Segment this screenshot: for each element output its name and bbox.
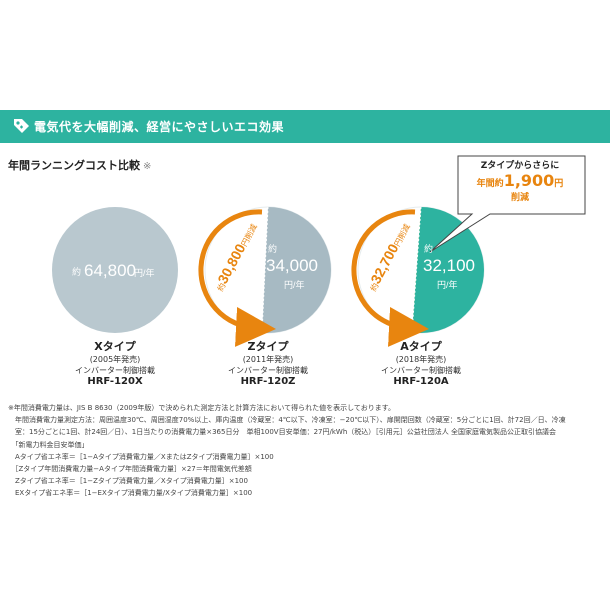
x-release-year: (2005年発売) [89,355,141,364]
note-line: 年間消費電力量測定方法：周囲温度30℃、周囲湿度70%以上、庫内温度（冷蔵室：4… [8,416,566,425]
x-inverter: インバーター制御搭載 [75,366,155,375]
header-banner: 電気代を大幅削減、経営にやさしいエコ効果 [0,110,610,143]
z-caption: Zタイプ (2011年発売) インバーター制御搭載 HRF-120Z [208,338,328,387]
a-release-year: (2018年発売) [395,355,447,364]
a-cost-unit: 円/年 [437,279,458,290]
a-caption: Aタイプ (2018年発売) インバーター制御搭載 HRF-120A [361,338,481,387]
section-title: 年間ランニングコスト比較 ※ [8,159,152,172]
x-cost-unit: 円/年 [134,267,155,278]
a-inverter: インバーター制御搭載 [381,366,461,375]
z-cost-unit: 円/年 [284,279,305,290]
a-cost-prefix: 約 [424,243,433,254]
note-line: ［Zタイプ年間消費電力量−Aタイプ年間消費電力量］×27＝年間電気代差額 [8,465,252,474]
banner-text: 電気代を大幅削減、経営にやさしいエコ効果 [34,120,285,134]
z-inverter: インバーター制御搭載 [228,366,308,375]
a-reduction-arrow [351,209,429,347]
x-caption: Xタイプ (2005年発売) インバーター制御搭載 HRF-120X [55,338,175,387]
z-cost-value: 34,000 [266,256,318,275]
note-line: ※年間消費電力量は、JIS B 8630（2009年版）で決められた測定方法と計… [8,404,395,412]
note-line: EXタイプ省エネ率＝［1−EXタイプ消費電力量/Xタイプ消費電力量］×100 [8,489,253,498]
tag-icon [14,119,29,133]
x-type-name: Xタイプ [94,340,136,353]
z-reduction-arrow [198,209,276,347]
footnotes: ※年間消費電力量は、JIS B 8630（2009年版）で決められた測定方法と計… [8,402,608,500]
a-cost-value: 32,100 [423,256,475,275]
x-cost-circle [52,207,178,333]
z-cost-prefix: 約 [268,243,277,254]
callout-text: Zタイプからさらに 年間約1,900円 削減 [455,158,585,203]
x-cost-prefix: 約 [72,266,81,277]
z-type-name: Zタイプ [247,340,289,353]
section-mark: ※ [143,161,152,172]
callout-line3: 削減 [510,193,529,203]
note-line: Zタイプ省エネ率＝［1−Zタイプ消費電力量／Xタイプ消費電力量］×100 [8,477,248,486]
a-type-name: Aタイプ [400,340,442,353]
a-cost-segment [412,207,484,333]
note-line: 室：15分ごとに1回、計24回／日）、1日当たりの消費電力量×365日分 単相1… [8,428,556,437]
note-line: Aタイプ省エネ率＝［1−Aタイプ消費電力量／XまたはZタイプ消費電力量］×100 [8,452,274,461]
x-cost-value: 64,800 [84,261,136,280]
z-model: HRF-120Z [240,376,296,387]
note-line: 「新電力料金目安単価」 [8,440,89,449]
z-cost-segment [262,207,331,333]
callout-line2: 年間約1,900円 [476,171,564,190]
callout-line1: Zタイプからさらに [480,161,560,171]
callout-box [429,155,586,253]
a-model: HRF-120A [393,376,449,387]
z-release-year: (2011年発売) [242,355,294,364]
x-model: HRF-120X [87,376,143,387]
